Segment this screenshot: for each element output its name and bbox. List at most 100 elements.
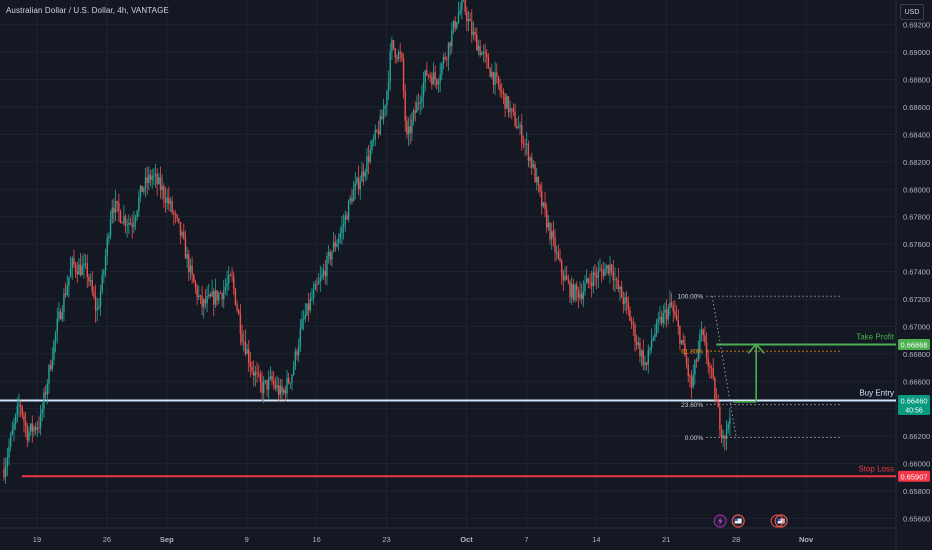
- candle-bear[interactable]: [124, 216, 127, 226]
- candle-bear[interactable]: [704, 335, 706, 343]
- candle-bull[interactable]: [574, 284, 576, 300]
- candle-bull[interactable]: [302, 318, 305, 320]
- candle-bull[interactable]: [161, 185, 163, 191]
- candle-bull[interactable]: [652, 337, 654, 341]
- candle-bull[interactable]: [189, 265, 192, 273]
- candle-bull[interactable]: [624, 297, 626, 305]
- candle-bull[interactable]: [69, 267, 72, 278]
- candle-bull[interactable]: [128, 222, 130, 225]
- candle-bear[interactable]: [281, 385, 283, 393]
- candle-bull[interactable]: [246, 349, 248, 354]
- candle-bear[interactable]: [409, 126, 411, 133]
- candle-bear[interactable]: [258, 373, 260, 375]
- candle-bull[interactable]: [311, 297, 313, 299]
- candle-bull[interactable]: [111, 207, 113, 220]
- candle-bear[interactable]: [21, 406, 24, 416]
- candle-bull[interactable]: [570, 284, 573, 298]
- candle-bear[interactable]: [695, 360, 698, 362]
- candle-bear[interactable]: [534, 164, 536, 183]
- candle-bear[interactable]: [446, 58, 448, 60]
- candle-bull[interactable]: [700, 329, 703, 335]
- candle-bull[interactable]: [432, 72, 435, 85]
- candle-bull[interactable]: [29, 423, 32, 432]
- candle-bull[interactable]: [564, 275, 566, 281]
- candlestick-series[interactable]: [3, 0, 731, 484]
- candle-bear[interactable]: [329, 251, 331, 260]
- candle-bear[interactable]: [427, 75, 430, 76]
- candle-bull[interactable]: [352, 189, 355, 202]
- candle-bull[interactable]: [599, 269, 601, 271]
- candle-bull[interactable]: [374, 130, 376, 140]
- candle-bull[interactable]: [364, 172, 366, 177]
- candle-bear[interactable]: [580, 293, 583, 300]
- candle-bull[interactable]: [14, 414, 17, 424]
- candle-bull[interactable]: [269, 376, 272, 379]
- candle-bear[interactable]: [316, 284, 318, 285]
- candle-bear[interactable]: [234, 288, 237, 305]
- candle-bear[interactable]: [176, 214, 178, 219]
- candle-bull[interactable]: [416, 102, 418, 113]
- candle-bear[interactable]: [504, 93, 506, 109]
- candle-bear[interactable]: [546, 209, 548, 228]
- candle-bear[interactable]: [59, 311, 62, 320]
- candle-bull[interactable]: [309, 298, 312, 311]
- candle-bear[interactable]: [168, 197, 170, 204]
- candle-bear[interactable]: [595, 275, 598, 278]
- candle-bear[interactable]: [193, 274, 195, 283]
- candle-bear[interactable]: [521, 124, 523, 143]
- candle-bull[interactable]: [226, 282, 228, 287]
- candle-bull[interactable]: [53, 341, 55, 360]
- candle-bear[interactable]: [271, 376, 273, 381]
- take-profit-price-tag[interactable]: [898, 339, 930, 351]
- candle-bear[interactable]: [466, 11, 468, 22]
- candle-bear[interactable]: [79, 264, 82, 276]
- candle-bear[interactable]: [402, 58, 405, 92]
- candle-bear[interactable]: [476, 34, 478, 51]
- candle-bull[interactable]: [99, 291, 102, 307]
- candle-bull[interactable]: [276, 385, 278, 389]
- candle-bull[interactable]: [640, 350, 643, 357]
- candle-bull[interactable]: [342, 224, 345, 228]
- candle-bull[interactable]: [347, 200, 350, 220]
- candle-bull[interactable]: [459, 10, 461, 14]
- candle-bear[interactable]: [131, 224, 133, 227]
- candle-bull[interactable]: [481, 52, 483, 56]
- candle-bull[interactable]: [71, 258, 73, 268]
- candle-bear[interactable]: [717, 400, 719, 407]
- candle-bull[interactable]: [151, 176, 153, 180]
- candle-bull[interactable]: [292, 366, 295, 375]
- candle-bear[interactable]: [404, 91, 406, 121]
- candle-bear[interactable]: [272, 380, 275, 384]
- candle-bear[interactable]: [209, 294, 212, 297]
- candle-bear[interactable]: [687, 364, 689, 376]
- candle-bear[interactable]: [589, 282, 591, 283]
- candle-bear[interactable]: [367, 156, 370, 162]
- candle-bull[interactable]: [63, 293, 65, 313]
- candle-bull[interactable]: [650, 340, 653, 348]
- candle-bear[interactable]: [377, 130, 380, 135]
- candle-bear[interactable]: [549, 222, 551, 240]
- candle-bull[interactable]: [506, 96, 508, 109]
- candle-bull[interactable]: [8, 446, 10, 458]
- candle-bear[interactable]: [204, 299, 207, 304]
- candle-bull[interactable]: [289, 382, 292, 384]
- candle-bull[interactable]: [181, 232, 183, 236]
- candle-bull[interactable]: [319, 277, 322, 282]
- candle-bear[interactable]: [512, 108, 515, 112]
- candle-bear[interactable]: [183, 232, 185, 239]
- candle-bear[interactable]: [24, 421, 27, 427]
- candle-bull[interactable]: [214, 290, 217, 305]
- candle-bull[interactable]: [51, 359, 53, 370]
- candle-bull[interactable]: [457, 13, 460, 23]
- candle-bull[interactable]: [442, 57, 445, 64]
- candle-bear[interactable]: [720, 429, 723, 438]
- candle-bull[interactable]: [154, 174, 157, 176]
- candle-bear[interactable]: [248, 349, 250, 363]
- time-axis[interactable]: 19 26 Sep 9 16 23 Oct 7 14 21 28 Nov: [33, 535, 814, 544]
- candle-bear[interactable]: [537, 176, 540, 186]
- candle-bull[interactable]: [725, 428, 728, 439]
- candle-bull[interactable]: [729, 417, 731, 424]
- candle-bull[interactable]: [387, 81, 390, 92]
- candle-bear[interactable]: [178, 218, 180, 223]
- candle-bull[interactable]: [397, 52, 400, 59]
